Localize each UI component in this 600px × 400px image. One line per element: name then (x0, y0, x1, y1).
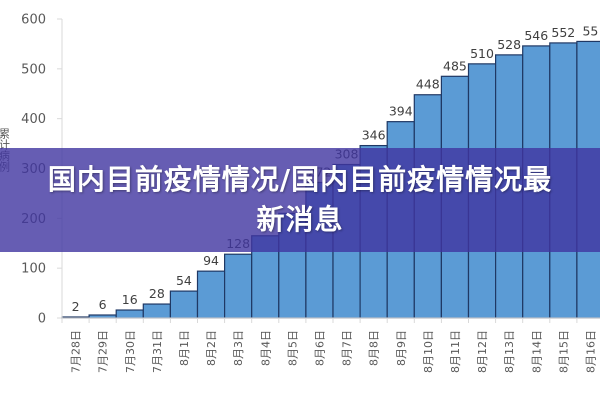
x-tick-label: 8月15日 (557, 330, 570, 373)
x-tick-label: 8月10日 (422, 330, 435, 373)
data-label: 55 (582, 23, 598, 38)
x-tick-label: 7月29日 (97, 330, 110, 373)
data-label: 394 (389, 104, 413, 119)
x-tick-label: 8月7日 (341, 330, 354, 366)
title-banner: 国内目前疫情情况/国内目前疫情情况最新消息 (0, 148, 600, 252)
x-tick-label: 8月2日 (205, 330, 218, 366)
bar (196, 270, 226, 319)
data-label: 546 (524, 28, 548, 43)
data-label: 552 (551, 25, 575, 40)
y-tick-label: 100 (21, 262, 46, 277)
y-tick-label: 500 (21, 62, 46, 77)
x-tick-label: 8月1日 (178, 330, 191, 366)
data-label: 346 (362, 128, 386, 143)
data-label: 94 (203, 253, 219, 268)
data-label: 528 (497, 37, 521, 52)
data-label: 448 (416, 77, 440, 92)
data-label: 2 (72, 299, 80, 314)
data-label: 485 (443, 58, 467, 73)
y-tick-label: 0 (38, 312, 46, 327)
banner-title: 国内目前疫情情况/国内目前疫情情况最新消息 (47, 163, 553, 236)
x-tick-label: 7月30日 (124, 330, 137, 373)
x-tick-label: 8月16日 (584, 330, 597, 373)
bar (224, 253, 253, 319)
x-tick-label: 8月4日 (259, 330, 272, 366)
x-tick-label: 8月12日 (476, 330, 489, 373)
x-tick-label: 8月11日 (449, 330, 462, 373)
data-label: 16 (122, 292, 138, 307)
x-tick-label: 8月14日 (530, 330, 543, 373)
x-tick-label: 7月31日 (151, 330, 164, 373)
bar (142, 303, 172, 319)
x-tick-label: 8月9日 (395, 330, 408, 366)
x-tick-label: 8月3日 (232, 330, 245, 366)
data-label: 510 (470, 46, 494, 61)
data-label: 28 (149, 286, 165, 301)
x-tick-label: 8月8日 (368, 330, 381, 366)
bar (169, 290, 199, 319)
bar (115, 309, 144, 319)
x-tick-label: 8月6日 (313, 330, 326, 366)
y-tick-label: 600 (21, 13, 46, 28)
x-tick-label: 8月13日 (503, 330, 516, 373)
x-tick-label: 8月5日 (286, 330, 299, 366)
data-label: 54 (176, 273, 192, 288)
x-axis-ticks: 7月28日 7月29日 7月30日 7月31日 8月1日 8月2日 8月3日 8月4日 8月5日… (61, 318, 597, 373)
x-tick-label: 7月28日 (70, 330, 83, 373)
data-label: 6 (99, 297, 107, 312)
y-tick-label: 400 (21, 112, 46, 127)
